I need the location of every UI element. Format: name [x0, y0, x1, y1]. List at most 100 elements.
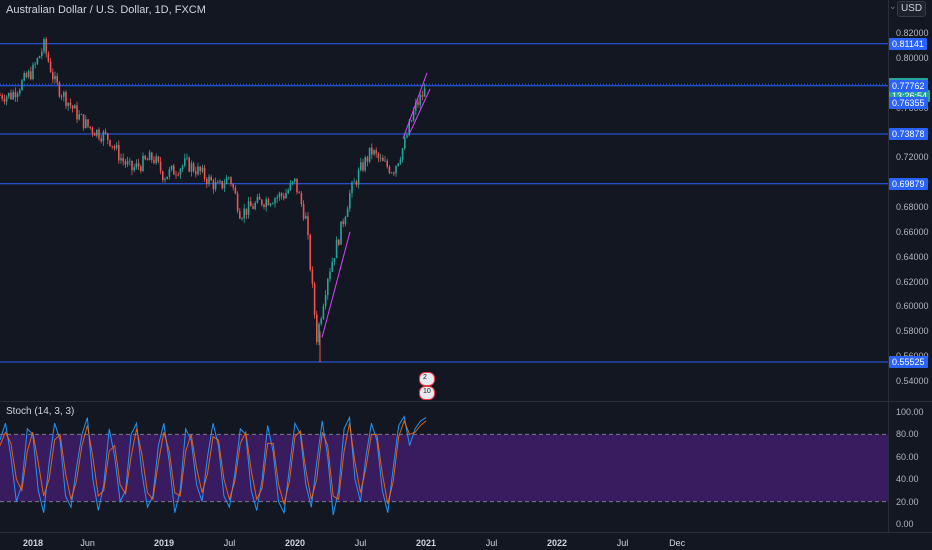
candle-body [208, 176, 210, 184]
candle-body [199, 166, 201, 172]
time-tick-label: Jul [485, 538, 498, 548]
price-tick-label: 0.80000 [896, 52, 929, 63]
candle-body [232, 183, 234, 188]
candle-body [25, 73, 28, 78]
candle-body [280, 193, 283, 196]
candle-body [329, 271, 331, 279]
candle-body [107, 133, 109, 140]
time-tick-label: 2019 [153, 538, 175, 548]
candle-body [170, 165, 173, 170]
candle-body [390, 172, 393, 174]
candle-body [338, 239, 340, 245]
candle-body [263, 204, 265, 207]
candle-body [217, 182, 219, 183]
candle-body [417, 102, 419, 105]
candle-body [5, 96, 8, 102]
candle-body [377, 153, 380, 159]
candle-body [412, 110, 415, 121]
candle-body [27, 71, 30, 78]
candle-body [175, 174, 177, 176]
event-flag-icon[interactable]: 10 [419, 386, 435, 400]
candle-body [109, 139, 111, 146]
candle-body [234, 187, 237, 194]
stoch-d-line [0, 419, 427, 506]
candle-body [137, 163, 140, 167]
candle-body [87, 119, 89, 127]
candle-body [353, 181, 355, 183]
candle-body [307, 216, 309, 236]
currency-selector[interactable]: USD [897, 1, 926, 17]
candle-body [49, 61, 52, 73]
chevron-down-icon[interactable]: ⌄ [889, 1, 897, 11]
stoch-band [0, 434, 888, 502]
candle-body [93, 133, 96, 136]
price-tick-label: 0.58000 [896, 326, 929, 337]
candle-body [371, 147, 373, 155]
candle-body [203, 167, 206, 179]
candle-body [197, 166, 199, 175]
stoch-tick-label: 80.00 [896, 429, 919, 440]
candle-body [236, 193, 239, 212]
candle-body [45, 39, 47, 54]
candle-body [401, 148, 404, 160]
price-tick-label: 0.64000 [896, 251, 929, 262]
time-tick-label: Dec [669, 538, 686, 548]
candle-body [104, 131, 107, 134]
time-tick-label: 2018 [22, 538, 44, 548]
candle-body [278, 193, 281, 198]
candle-body [76, 105, 78, 120]
candle-body [188, 157, 190, 172]
stoch-indicator-label[interactable]: Stoch (14, 3, 3) [6, 406, 75, 417]
candle-body [131, 160, 133, 171]
candle-body [382, 157, 384, 162]
candle-body [30, 71, 32, 80]
candle-body [91, 127, 94, 134]
pane-divider[interactable] [0, 401, 932, 402]
price-tick-label: 0.68000 [896, 202, 929, 213]
candle-body [322, 306, 325, 319]
candle-body [12, 92, 14, 100]
time-tick-label: 2022 [546, 538, 568, 548]
candle-body [291, 181, 294, 184]
candle-body [355, 181, 358, 185]
candle-body [228, 177, 230, 179]
candle-body [265, 199, 267, 207]
time-axis-separator [0, 532, 932, 533]
candle-body [250, 201, 252, 207]
price-tick-label: 0.62000 [896, 276, 929, 287]
candle-body [201, 167, 204, 172]
candle-body [276, 197, 278, 199]
candle-body [239, 211, 241, 219]
candle-body [298, 192, 300, 194]
candle-body [78, 114, 80, 120]
candle-body [47, 53, 50, 62]
candle-body [186, 157, 188, 159]
candle-body [89, 126, 91, 128]
price-tick-label: 0.66000 [896, 226, 929, 237]
candle-body [192, 163, 195, 172]
candle-body [410, 120, 413, 122]
candle-body [144, 155, 146, 160]
candle-body [159, 161, 162, 172]
candle-body [285, 193, 287, 199]
candle-body [247, 201, 250, 215]
stoch-tick-label: 60.00 [896, 451, 919, 462]
candle-body [305, 216, 307, 219]
candle-body [373, 150, 375, 155]
candle-body [384, 160, 386, 162]
candle-body [221, 181, 223, 189]
candle-body [85, 119, 87, 128]
candle-body [415, 102, 417, 111]
candle-body [219, 181, 221, 183]
candle-body [289, 183, 292, 190]
event-flag-icon[interactable]: 2 [419, 372, 435, 386]
candle-body [397, 163, 399, 166]
candle-body [102, 131, 105, 142]
candle-body [267, 199, 270, 206]
candle-body [1, 95, 3, 100]
candle-body [386, 160, 388, 167]
candle-body [296, 178, 298, 193]
candle-body [21, 80, 23, 91]
candle-body [404, 137, 406, 149]
